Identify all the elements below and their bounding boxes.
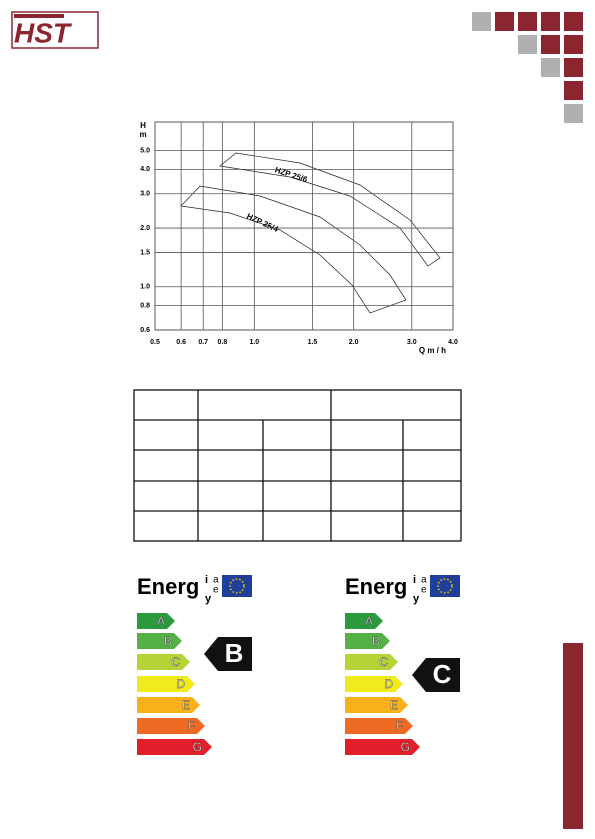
x-tick-label: 1.5 <box>308 339 318 346</box>
energy-brand: y <box>413 593 420 605</box>
energy-class: A <box>365 614 373 628</box>
energy-bar <box>137 633 182 649</box>
logo-text: HST <box>14 17 73 48</box>
eu-stars <box>437 578 453 594</box>
pump-chart: H m Q m / h HZP 25/6 HZP 25/4 0.5 0.6 0.7 0… <box>139 121 458 355</box>
eu-stars <box>229 578 245 594</box>
energy-bar <box>137 676 195 692</box>
energy-bar <box>137 718 205 734</box>
x-tick-label: 0.5 <box>150 339 160 346</box>
x-axis-label: Q m / h <box>419 346 446 355</box>
x-tick-label: 0.8 <box>217 339 227 346</box>
energy-bar <box>137 613 175 629</box>
energy-bar <box>345 739 420 755</box>
grade: C <box>433 659 452 689</box>
y-tick-label: 1.0 <box>140 284 150 291</box>
logo: HST <box>11 11 99 49</box>
energy-brand: a <box>213 575 219 586</box>
energy-bar <box>137 697 200 713</box>
energy-bar <box>345 613 383 629</box>
x-tick-label: 0.7 <box>198 339 208 346</box>
energy-class: E <box>390 698 398 712</box>
x-tick-label: 0.6 <box>176 339 186 346</box>
energy-brand: i <box>413 574 416 586</box>
squares <box>472 12 583 123</box>
energy-brand: i <box>205 574 208 586</box>
y-tick-label: 2.0 <box>140 225 150 232</box>
y-tick-label: 4.0 <box>140 166 150 173</box>
curve-label: HZP 25/6 <box>274 165 309 184</box>
x-tick-label: 4.0 <box>448 339 458 346</box>
energy-class: F <box>188 719 195 733</box>
energy-class: E <box>182 698 190 712</box>
y-axis-label: H <box>140 121 146 130</box>
eu-flag <box>222 575 252 597</box>
x-tick-label: 2.0 <box>349 339 359 346</box>
curve-band <box>180 185 407 314</box>
energy-class: C <box>171 655 180 669</box>
energy-bar <box>137 654 190 670</box>
energy-class: B <box>164 634 172 648</box>
curve-band <box>219 152 441 267</box>
energy-bar <box>345 676 403 692</box>
grade-arrow <box>412 658 460 692</box>
y-tick-label: 0.6 <box>140 327 150 334</box>
grade-arrow <box>204 637 252 671</box>
energy-brand: a <box>421 575 427 586</box>
grade: B <box>225 638 244 668</box>
energy-class: A <box>157 614 165 628</box>
energy-class: C <box>379 655 388 669</box>
energy-class: B <box>372 634 380 648</box>
energy-class: G <box>193 740 202 754</box>
table <box>133 389 462 542</box>
energy-brand: e <box>421 585 427 596</box>
energy-bar <box>137 739 212 755</box>
y-tick-label: 1.5 <box>140 249 150 256</box>
energy-brand: Energ <box>345 574 407 599</box>
plot-frame <box>154 121 454 331</box>
energy-class: D <box>176 677 185 691</box>
energy-bar <box>345 697 408 713</box>
energy-brand: Energ <box>137 574 199 599</box>
energy-bar <box>345 718 413 734</box>
eu-flag <box>430 575 460 597</box>
energy-class: D <box>384 677 393 691</box>
side-bar <box>563 643 583 829</box>
y-tick-label: 5.0 <box>140 147 150 154</box>
energy-brand: e <box>213 585 219 596</box>
y-tick-label: 0.8 <box>140 302 150 309</box>
energy-bar <box>345 654 398 670</box>
x-tick-label: 1.0 <box>249 339 259 346</box>
energy-bar <box>345 633 390 649</box>
energy-class: G <box>401 740 410 754</box>
y-tick-label: 3.0 <box>140 191 150 198</box>
x-tick-label: 3.0 <box>407 339 417 346</box>
curve-label: HZP 25/4 <box>245 212 280 235</box>
y-axis-unit: m <box>139 130 146 139</box>
energy-brand: y <box>205 593 212 605</box>
energy-class: F <box>396 719 403 733</box>
